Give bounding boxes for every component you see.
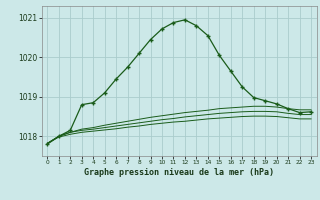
X-axis label: Graphe pression niveau de la mer (hPa): Graphe pression niveau de la mer (hPa)	[84, 168, 274, 177]
